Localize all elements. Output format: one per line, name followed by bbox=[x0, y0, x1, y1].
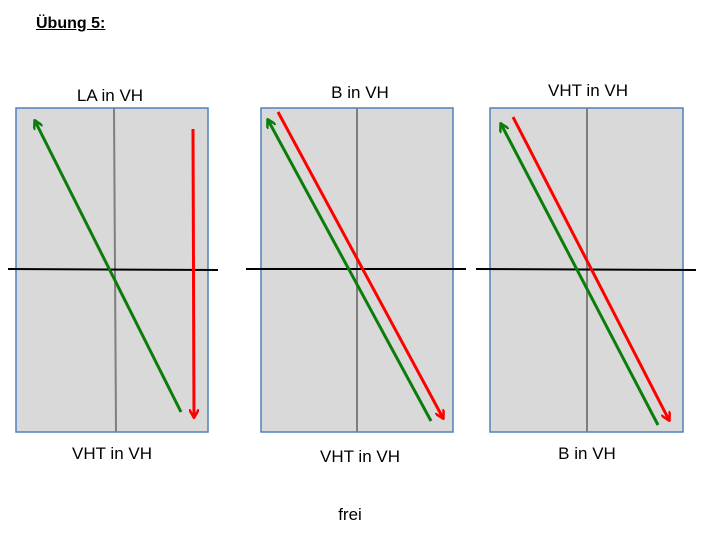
exercise-heading: Übung 5: bbox=[36, 15, 106, 32]
panel-1-red-arrow bbox=[193, 128, 194, 417]
panel-1-bottom-label: VHT in VH bbox=[72, 444, 152, 463]
panel-2-bottom-label: VHT in VH bbox=[320, 447, 400, 466]
panel-1 bbox=[7, 107, 219, 433]
panel-1-top-label: LA in VH bbox=[76, 86, 144, 105]
panel-3-top-label: VHT in VH bbox=[548, 81, 628, 100]
panel-3-horizontal-axis bbox=[475, 268, 697, 271]
panel-2-red-arrow bbox=[276, 111, 443, 418]
panel-3 bbox=[475, 107, 697, 433]
footer-label: frei bbox=[338, 505, 362, 524]
panel-3-bottom-label: B in VH bbox=[558, 444, 616, 463]
panel-2-top-label: B in VH bbox=[331, 83, 389, 102]
panel-3-red-arrow bbox=[511, 116, 669, 420]
panel-2 bbox=[246, 107, 466, 433]
panel-2-green-arrow bbox=[268, 120, 433, 422]
panel-1-green-arrow bbox=[35, 121, 183, 413]
panel-3-green-arrow bbox=[501, 124, 660, 426]
panel-1-horizontal-axis bbox=[7, 268, 219, 271]
